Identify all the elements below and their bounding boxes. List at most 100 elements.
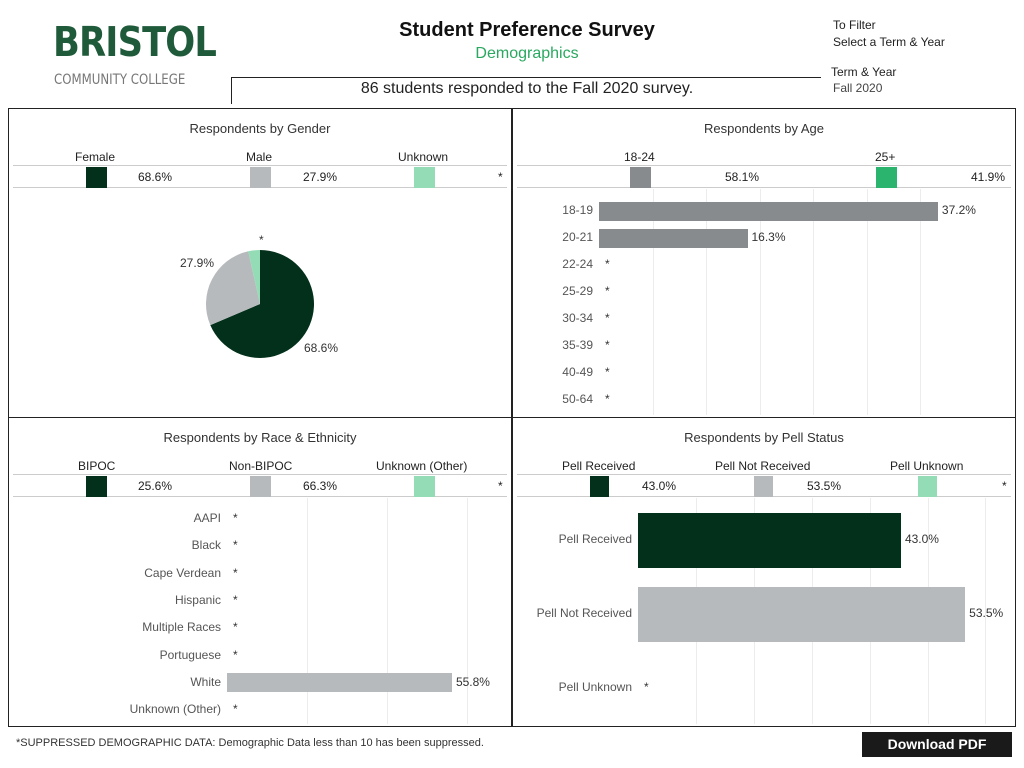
gridline bbox=[706, 189, 707, 415]
bipoc-value: 25.6% bbox=[138, 479, 173, 493]
logo-wordmark: BRISTOL bbox=[53, 18, 217, 66]
pell-panel-title: Respondents by Pell Status bbox=[684, 430, 844, 445]
category-label: 40-49 bbox=[562, 365, 593, 379]
race-panel-title: Respondents by Race & Ethnicity bbox=[163, 430, 357, 445]
category-label: 18-19 bbox=[562, 203, 593, 217]
gender-panel-title: Respondents by Gender bbox=[189, 121, 331, 136]
legend-label-pell-not-received: Pell Not Received bbox=[715, 459, 811, 473]
suppressed-marker: * bbox=[233, 511, 238, 525]
age-18-24-swatch[interactable] bbox=[630, 167, 651, 188]
category-label: Unknown (Other) bbox=[129, 702, 221, 717]
non-bipoc-value: 66.3% bbox=[303, 479, 338, 493]
category-label: Pell Received bbox=[558, 532, 632, 546]
bar[interactable] bbox=[638, 586, 966, 642]
legend-label-25-plus: 25+ bbox=[875, 150, 896, 164]
suppressed-marker: * bbox=[233, 647, 238, 662]
category-label: Portuguese bbox=[159, 647, 221, 662]
race-bar-chart: AAPI * Black * Cape Verdean * Hispanic * Multipl… bbox=[9, 498, 513, 726]
pie-unknown-label: * bbox=[259, 233, 264, 247]
pell-unknown-value: * bbox=[1002, 479, 1007, 493]
pie-slice-unknown[interactable] bbox=[248, 250, 260, 304]
bar-value-label: 53.5% bbox=[969, 606, 1004, 620]
pie-male-label: 27.9% bbox=[180, 256, 215, 270]
bar[interactable] bbox=[227, 673, 452, 693]
filter-line-2: Select a Term & Year bbox=[833, 35, 945, 49]
race-legend-row: 25.6% 66.3% * bbox=[13, 474, 507, 497]
suppressed-marker: * bbox=[233, 702, 238, 717]
legend-label-female: Female bbox=[75, 150, 116, 164]
suppressed-marker: * bbox=[233, 538, 238, 553]
category-label: Pell Not Received bbox=[536, 606, 632, 620]
male-swatch[interactable] bbox=[250, 167, 271, 188]
pie-slice-female[interactable] bbox=[210, 250, 314, 358]
pell-not-received-swatch[interactable] bbox=[754, 476, 773, 497]
pell-received-swatch[interactable] bbox=[590, 476, 609, 497]
bar[interactable] bbox=[599, 201, 938, 221]
gridline bbox=[306, 498, 308, 724]
legend-label-non-bipoc: Non-BIPOC bbox=[229, 459, 293, 473]
bar-value-label: 43.0% bbox=[904, 532, 939, 546]
response-box bbox=[231, 77, 821, 104]
age-25-plus-swatch[interactable] bbox=[876, 167, 897, 188]
race-panel: Respondents by Race & Ethnicity BIPOC No… bbox=[8, 417, 512, 727]
age-25-plus-value: 41.9% bbox=[971, 170, 1006, 184]
age-bar-chart: 18-19 37.2% 20-21 16.3% 22-24 * 25-29 * 30-34 * 35… bbox=[513, 189, 1017, 417]
bar[interactable] bbox=[599, 228, 748, 248]
page-title: Student Preference Survey bbox=[399, 19, 655, 41]
age-18-24-value: 58.1% bbox=[725, 170, 760, 184]
category-label: Hispanic bbox=[174, 592, 221, 607]
gridline bbox=[985, 498, 987, 724]
bipoc-swatch[interactable] bbox=[86, 476, 107, 497]
gridline bbox=[759, 189, 761, 415]
suppressed-marker: * bbox=[644, 680, 649, 694]
gender-legend-row: 68.6% 27.9% * bbox=[13, 165, 507, 188]
category-label: Multiple Races bbox=[142, 620, 221, 635]
category-label: AAPI bbox=[193, 511, 221, 525]
suppressed-marker: * bbox=[605, 311, 610, 325]
legend-label-unknown: Unknown bbox=[398, 150, 449, 164]
filter-line-1: To Filter bbox=[833, 18, 876, 32]
bar-value-label: 37.2% bbox=[941, 203, 976, 217]
legend-label-pell-received: Pell Received bbox=[562, 459, 636, 473]
term-filter-label: Term & Year bbox=[831, 65, 897, 79]
gender-pie-chart[interactable] bbox=[9, 187, 513, 417]
category-label: Pell Unknown bbox=[558, 680, 632, 694]
female-swatch[interactable] bbox=[86, 167, 107, 188]
male-value: 27.9% bbox=[303, 170, 338, 184]
legend-label-bipoc: BIPOC bbox=[78, 459, 116, 473]
unknown-swatch[interactable] bbox=[414, 167, 435, 188]
pie-slice-male[interactable] bbox=[206, 251, 260, 326]
bar[interactable] bbox=[638, 512, 901, 568]
non-bipoc-swatch[interactable] bbox=[250, 476, 271, 497]
age-panel: Respondents by Age 18-24 25+ 58.1% 41.9%… bbox=[512, 108, 1016, 418]
gridline bbox=[386, 498, 388, 724]
category-label: 20-21 bbox=[562, 230, 593, 244]
category-label: 35-39 bbox=[562, 338, 593, 352]
suppressed-marker: * bbox=[233, 565, 238, 580]
unknown-value: * bbox=[498, 170, 503, 184]
gridline bbox=[813, 189, 815, 415]
download-pdf-button[interactable]: Download PDF bbox=[862, 732, 1012, 757]
bar-value-label: 16.3% bbox=[751, 230, 786, 244]
suppressed-marker: * bbox=[233, 592, 238, 607]
pie-female-label: 68.6% bbox=[304, 341, 339, 355]
female-value: 68.6% bbox=[138, 170, 173, 184]
pell-unknown-swatch[interactable] bbox=[918, 476, 937, 497]
page-subtitle: Demographics bbox=[475, 45, 579, 62]
pell-not-received-value: 53.5% bbox=[807, 479, 842, 493]
suppression-note: *SUPPRESSED DEMOGRAPHIC DATA: Demographi… bbox=[16, 737, 484, 749]
legend-label-unknown-other: Unknown (Other) bbox=[376, 459, 468, 473]
unknown-other-swatch[interactable] bbox=[414, 476, 435, 497]
bar-value-label: 55.8% bbox=[455, 674, 490, 689]
logo-subtext: COMMUNITY COLLEGE bbox=[54, 72, 186, 88]
pell-legend-row: 43.0% 53.5% * bbox=[517, 474, 1011, 497]
pell-received-value: 43.0% bbox=[642, 479, 677, 493]
category-label: 50-64 bbox=[562, 392, 593, 406]
suppressed-marker: * bbox=[605, 392, 610, 406]
suppressed-marker: * bbox=[605, 257, 610, 271]
suppressed-marker: * bbox=[605, 365, 610, 379]
category-label: 22-24 bbox=[562, 257, 593, 271]
filter-instructions: To Filter Select a Term & Year bbox=[833, 17, 945, 51]
category-label: White bbox=[190, 674, 221, 689]
term-filter-value[interactable]: Fall 2020 bbox=[833, 81, 883, 95]
